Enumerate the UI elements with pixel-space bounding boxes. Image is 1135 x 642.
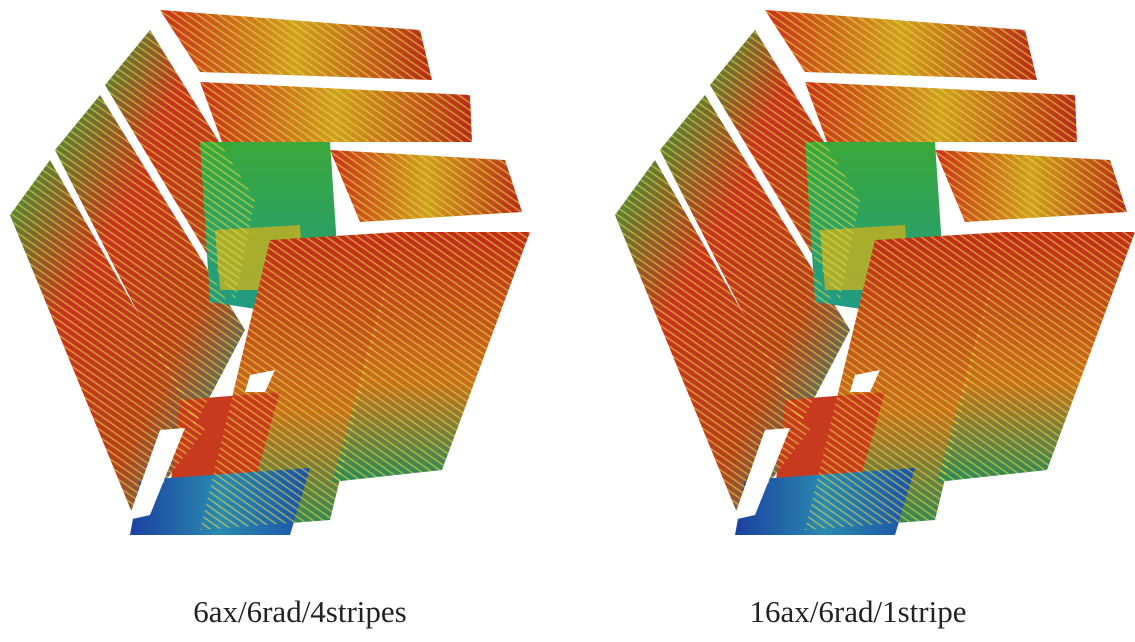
caption: 16ax/6rad/1stripe [750,594,967,629]
caption: 6ax/6rad/4stripes [193,594,407,629]
render-left [10,10,530,535]
render-right [615,10,1135,535]
